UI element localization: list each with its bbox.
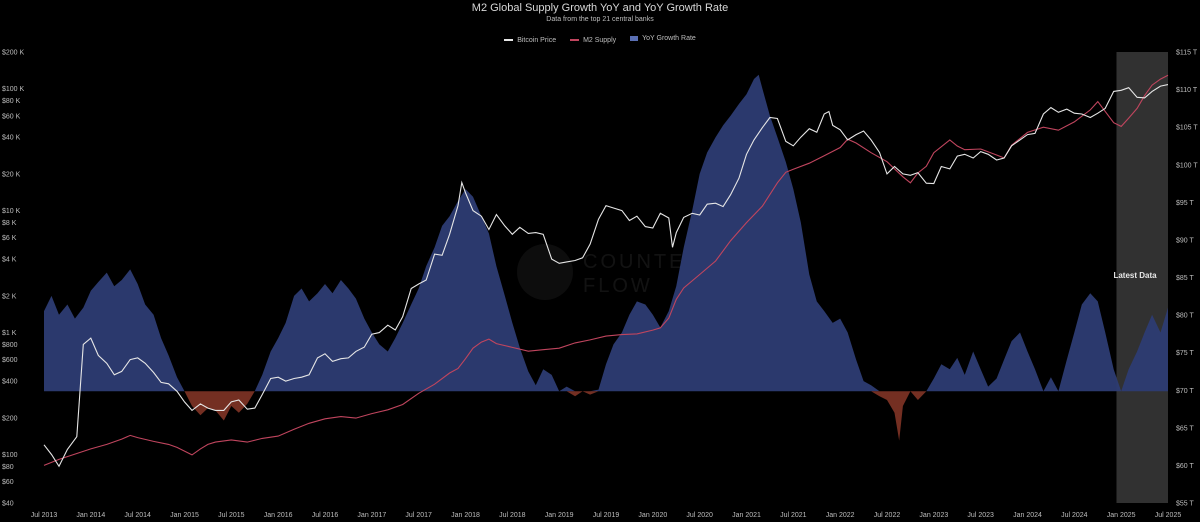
legend-label-m2: M2 Supply bbox=[583, 36, 617, 44]
right-axis: $115 T $110 T $105 T $100 T $95 T $90 T $85 T $… bbox=[1176, 50, 1198, 508]
left-axis-tick-label: $100 bbox=[2, 452, 18, 459]
x-axis-tick-label: Jan 2022 bbox=[826, 512, 855, 519]
right-axis-tick-label: $55 T bbox=[1176, 501, 1194, 508]
x-axis-tick-label: Jul 2014 bbox=[124, 512, 151, 519]
x-axis-tick-label: Jul 2023 bbox=[967, 512, 994, 519]
x-axis-tick-label: Jan 2020 bbox=[638, 512, 667, 519]
left-axis-tick-label: $80 bbox=[2, 464, 14, 471]
x-axis-tick-label: Jan 2015 bbox=[170, 512, 199, 519]
yoy-growth-negative-area bbox=[44, 391, 1168, 441]
legend-item-yoy[interactable]: YoY Growth Rate bbox=[630, 35, 696, 42]
left-axis: $200 K $100 K $80 K $60 K $40 K $20 K $10 K $8 … bbox=[2, 50, 25, 508]
right-axis-tick-label: $65 T bbox=[1176, 425, 1194, 432]
x-axis-tick-label: Jul 2017 bbox=[405, 512, 432, 519]
legend-swatch-bitcoin bbox=[504, 39, 514, 41]
x-axis-tick-label: Jul 2016 bbox=[312, 512, 339, 519]
chart-title: M2 Global Supply Growth YoY and YoY Grow… bbox=[471, 2, 729, 14]
left-axis-tick-label: $60 bbox=[2, 479, 14, 486]
x-axis-tick-label: Jan 2025 bbox=[1107, 512, 1136, 519]
left-axis-tick-label: $40 K bbox=[2, 135, 21, 142]
right-axis-tick-label: $95 T bbox=[1176, 200, 1194, 207]
latest-data-label: Latest Data bbox=[1113, 271, 1157, 280]
legend-label-yoy: YoY Growth Rate bbox=[642, 35, 696, 42]
x-axis-tick-label: Jul 2018 bbox=[499, 512, 526, 519]
right-axis-tick-label: $75 T bbox=[1176, 350, 1194, 357]
legend-item-bitcoin[interactable]: Bitcoin Price bbox=[504, 37, 556, 44]
x-axis: Jul 2013 Jan 2014 Jul 2014 Jan 2015 Jul 2015… bbox=[31, 512, 1182, 519]
left-axis-tick-label: $10 K bbox=[2, 208, 21, 215]
x-axis-tick-label: Jul 2019 bbox=[593, 512, 620, 519]
x-axis-tick-label: Jan 2023 bbox=[919, 512, 948, 519]
x-axis-tick-label: Jul 2022 bbox=[874, 512, 901, 519]
right-axis-tick-label: $110 T bbox=[1176, 87, 1198, 94]
x-axis-tick-label: Jul 2024 bbox=[1061, 512, 1088, 519]
legend: Bitcoin Price M2 Supply YoY Growth Rate bbox=[0, 35, 1200, 44]
watermark-text-line-2: FLOW bbox=[583, 275, 653, 297]
left-axis-tick-label: $1 K bbox=[2, 330, 17, 337]
right-axis-tick-label: $60 T bbox=[1176, 463, 1194, 470]
x-axis-tick-label: Jul 2025 bbox=[1155, 512, 1182, 519]
legend-label-bitcoin: Bitcoin Price bbox=[517, 36, 557, 44]
left-axis-tick-label: $6 K bbox=[2, 235, 17, 242]
lines-group bbox=[43, 74, 1169, 468]
latest-data-band bbox=[1116, 52, 1168, 503]
left-axis-tick-label: $80 K bbox=[2, 98, 21, 105]
latest-data-band-group bbox=[1116, 52, 1168, 503]
x-axis-tick-label: Jan 2017 bbox=[357, 512, 386, 519]
x-axis-tick-label: Jan 2019 bbox=[545, 512, 574, 519]
yoy-growth-positive-area bbox=[44, 74, 1168, 392]
chart-subtitle: Data from the top 21 central banks bbox=[546, 16, 654, 23]
yoy-area-group bbox=[44, 74, 1168, 441]
right-axis-tick-label: $115 T bbox=[1176, 50, 1198, 57]
right-axis-tick-label: $90 T bbox=[1176, 237, 1194, 244]
x-axis-tick-label: Jul 2021 bbox=[780, 512, 807, 519]
bitcoin-price-line bbox=[43, 84, 1169, 468]
watermark: COUNTER FLOW bbox=[517, 244, 703, 300]
x-axis-tick-label: Jan 2018 bbox=[451, 512, 480, 519]
left-axis-tick-label: $8 K bbox=[2, 220, 17, 227]
right-axis-tick-label: $100 T bbox=[1176, 162, 1198, 169]
x-axis-tick-label: Jan 2024 bbox=[1013, 512, 1042, 519]
left-axis-tick-label: $200 K bbox=[2, 50, 25, 57]
left-axis-tick-label: $200 bbox=[2, 415, 18, 422]
x-axis-tick-label: Jan 2021 bbox=[732, 512, 761, 519]
left-axis-tick-label: $2 K bbox=[2, 293, 17, 300]
legend-swatch-m2 bbox=[570, 39, 580, 41]
legend-swatch-yoy bbox=[630, 36, 639, 41]
right-axis-tick-label: $105 T bbox=[1176, 125, 1198, 132]
left-axis-tick-label: $20 K bbox=[2, 171, 21, 178]
x-axis-tick-label: Jan 2014 bbox=[76, 512, 105, 519]
left-axis-tick-label: $800 bbox=[2, 342, 18, 349]
watermark-logo-icon bbox=[517, 244, 573, 300]
watermark-text-line-1: COUNTER bbox=[583, 251, 703, 273]
x-axis-tick-label: Jul 2015 bbox=[218, 512, 245, 519]
x-axis-tick-label: Jul 2013 bbox=[31, 512, 58, 519]
left-axis-tick-label: $100 K bbox=[2, 86, 25, 93]
right-axis-tick-label: $80 T bbox=[1176, 313, 1194, 320]
left-axis-tick-label: $40 bbox=[2, 501, 14, 508]
right-axis-tick-label: $85 T bbox=[1176, 275, 1194, 282]
left-axis-tick-label: $60 K bbox=[2, 113, 21, 120]
x-axis-tick-label: Jan 2016 bbox=[264, 512, 293, 519]
left-axis-tick-label: $400 bbox=[2, 379, 18, 386]
right-axis-tick-label: $70 T bbox=[1176, 388, 1194, 395]
left-axis-tick-label: $600 bbox=[2, 357, 18, 364]
x-axis-tick-label: Jul 2020 bbox=[686, 512, 713, 519]
left-axis-tick-label: $4 K bbox=[2, 257, 17, 264]
legend-item-m2[interactable]: M2 Supply bbox=[570, 37, 616, 44]
